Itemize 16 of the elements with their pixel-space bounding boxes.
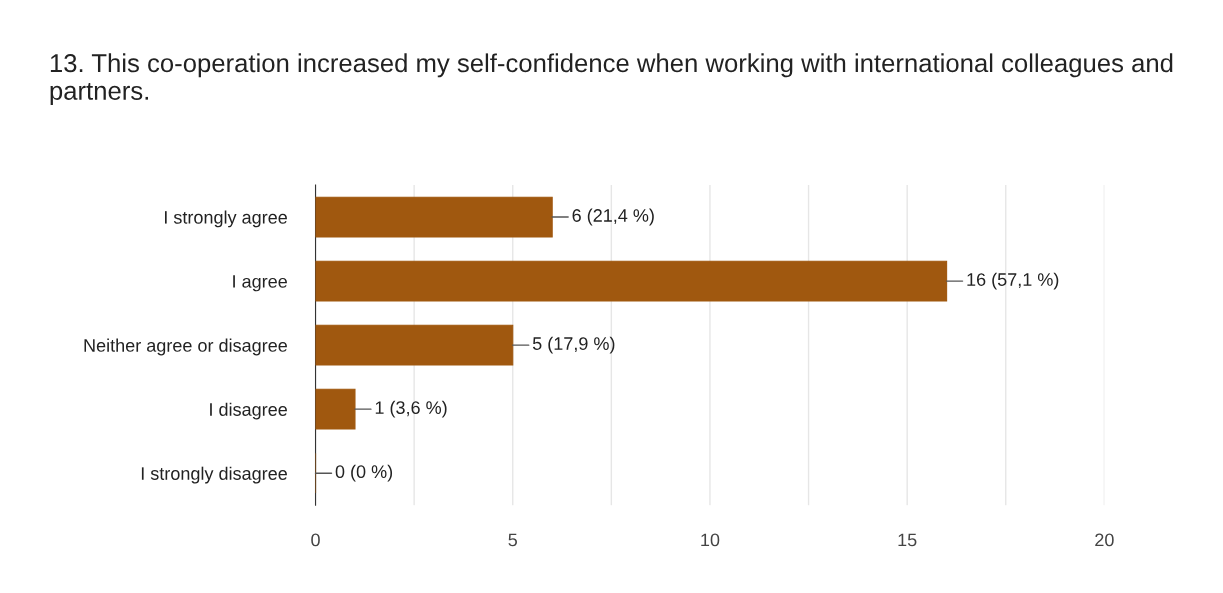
y-tick-label: I disagree <box>210 402 287 420</box>
x-tick-label: 0 <box>311 533 320 547</box>
x-tick-label: 15 <box>898 533 917 547</box>
y-tick-label: I strongly agree <box>164 210 287 228</box>
x-tick-label: 20 <box>1095 533 1114 547</box>
chart-title: 13. This co-operation increased my self-confidence when working with international colleagues and partners. <box>50 53 1173 105</box>
data-label: 1 (3,6 %) <box>375 400 447 418</box>
y-tick-label: I agree <box>233 275 287 292</box>
x-tick-label: 10 <box>701 533 720 547</box>
data-label: 5 (17,9 %) <box>532 336 615 354</box>
data-label: 0 (0 %) <box>335 464 393 482</box>
x-tick-label: 5 <box>508 533 518 547</box>
y-tick-label: Neither agree or disagree <box>84 338 287 356</box>
data-label: 16 (57,1 %) <box>967 272 1059 290</box>
data-label: 6 (21,4 %) <box>572 208 654 226</box>
y-tick-label: I strongly disagree <box>141 466 287 484</box>
